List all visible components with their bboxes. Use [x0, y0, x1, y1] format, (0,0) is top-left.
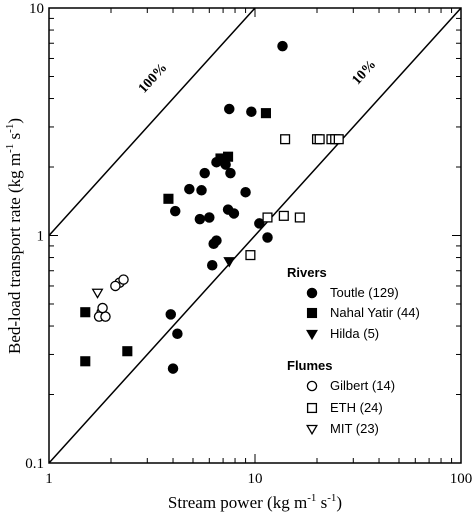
data-point: [165, 309, 177, 320]
data-point: [194, 213, 206, 225]
data-point: [215, 153, 226, 164]
data-point: [280, 134, 291, 145]
data-point: [224, 103, 235, 115]
x-tick-labels: 1 10 100: [45, 471, 472, 487]
y-tick-label: 0.1: [25, 456, 44, 472]
series-0: [165, 40, 288, 374]
reference-line: [49, 8, 257, 237]
data-point: [100, 311, 111, 322]
y-tick-labels: 0.1 1 10: [25, 1, 44, 472]
reference-line-labels: 100% 10%: [136, 57, 380, 96]
data-point: [228, 208, 240, 219]
data-point: [122, 346, 133, 357]
legend-label: Hilda (5): [330, 326, 379, 341]
data-point: [260, 108, 271, 119]
legend-label: Gilbert (14): [330, 378, 395, 393]
data-point: [199, 167, 210, 179]
legend-marker: [306, 307, 318, 319]
data-point: [246, 106, 257, 117]
y-tick-label: 1: [37, 229, 45, 245]
data-point: [80, 356, 91, 367]
legend-entries: Toutle (129) Nahal Yatir (44) Hilda (5) Gil…: [306, 285, 420, 436]
series-1: [80, 108, 271, 367]
data-point: [110, 280, 121, 292]
data-point: [240, 186, 251, 198]
data-point: [206, 259, 218, 271]
legend-group-title-flumes: Flumes: [287, 358, 333, 373]
series-2: [223, 257, 236, 268]
x-tick-label: 100: [450, 471, 473, 487]
legend-marker: [306, 402, 318, 414]
data-point: [208, 238, 219, 249]
data-points: [80, 40, 344, 374]
data-point: [184, 183, 195, 195]
data-point: [245, 250, 256, 261]
legend-label: Toutle (129): [330, 285, 399, 300]
data-point: [118, 274, 129, 285]
legend-label: ETH (24): [330, 400, 383, 415]
data-point: [333, 134, 344, 145]
data-point: [97, 302, 108, 314]
reference-line-label: 10%: [350, 57, 380, 88]
data-point: [80, 307, 91, 318]
data-point: [91, 288, 104, 299]
legend-marker: [306, 329, 318, 341]
data-point: [204, 212, 215, 223]
legend-label: Nahal Yatir (44): [330, 305, 420, 320]
data-point: [223, 257, 236, 268]
data-point: [277, 40, 288, 52]
data-point: [262, 232, 273, 243]
data-point: [167, 363, 179, 374]
data-point: [225, 167, 236, 179]
data-point: [278, 210, 289, 221]
series-5: [91, 288, 104, 299]
y-axis-label: Bed-load transport rate (kg m-1 s-1): [4, 118, 24, 354]
data-point: [196, 185, 207, 196]
legend-label: MIT (23): [330, 421, 379, 436]
data-point: [169, 205, 181, 217]
reference-line-label: 100%: [136, 60, 171, 96]
series-4: [245, 134, 344, 261]
y-tick-label: 10: [29, 1, 44, 17]
legend-marker: [306, 380, 318, 392]
legend-group-title-rivers: Rivers: [287, 265, 327, 280]
data-point: [172, 328, 183, 339]
x-tick-label: 1: [45, 471, 53, 487]
data-point: [262, 212, 273, 223]
data-point: [254, 218, 265, 229]
axis-ticks: [48, 8, 461, 464]
legend-marker: [306, 424, 318, 436]
data-point: [314, 134, 325, 145]
data-point: [163, 193, 174, 204]
x-tick-label: 10: [248, 471, 263, 487]
legend: Rivers Flumes Toutle (129) Nahal Yatir (4…: [287, 265, 420, 436]
x-axis-label: Stream power (kg m-1 s-1): [168, 492, 342, 512]
series-3: [93, 274, 129, 322]
data-point: [294, 212, 305, 223]
legend-marker: [306, 287, 318, 299]
